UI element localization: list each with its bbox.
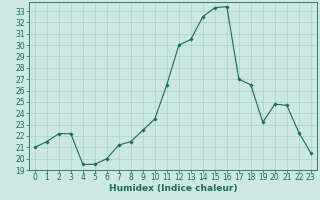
X-axis label: Humidex (Indice chaleur): Humidex (Indice chaleur) (108, 184, 237, 193)
